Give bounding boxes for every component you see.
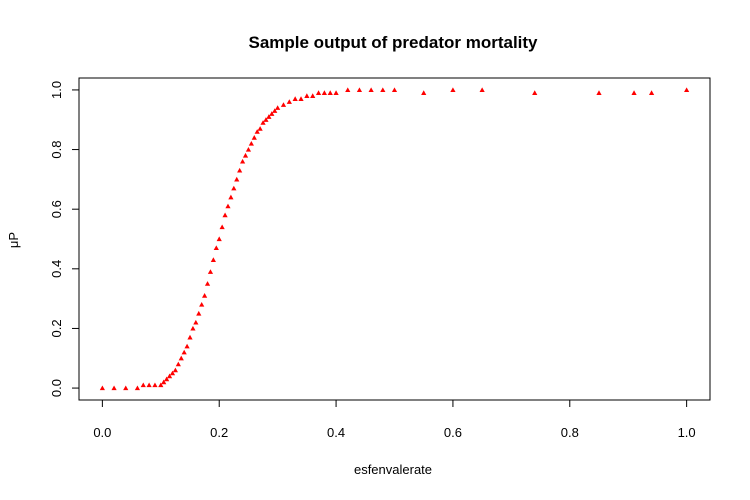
data-point <box>210 257 216 262</box>
data-point <box>234 176 240 182</box>
data-point <box>196 310 202 316</box>
data-point <box>251 135 257 140</box>
data-point <box>245 146 252 152</box>
data-point <box>175 361 181 367</box>
data-point <box>269 111 275 116</box>
data-point <box>648 90 655 95</box>
data-point <box>286 99 292 104</box>
data-point <box>204 281 211 286</box>
x-tick-label: 0.0 <box>93 425 111 440</box>
data-point <box>239 158 246 164</box>
data-point <box>292 96 298 101</box>
data-point <box>161 379 167 385</box>
y-tick-label: 0.2 <box>49 319 64 337</box>
data-point <box>266 114 272 119</box>
data-point <box>231 185 237 191</box>
plot-area <box>78 77 711 401</box>
data-point <box>111 385 117 391</box>
x-tick-label: 0.6 <box>444 425 462 440</box>
data-point <box>152 382 158 388</box>
data-point <box>631 90 637 95</box>
data-point <box>140 382 146 388</box>
x-axis-label: esfenvalerate <box>354 462 432 477</box>
data-point <box>146 382 152 388</box>
data-point <box>260 120 266 125</box>
data-point <box>391 87 398 93</box>
data-point <box>164 376 170 382</box>
data-point <box>321 90 327 95</box>
data-point <box>216 236 222 242</box>
data-point <box>368 87 374 93</box>
data-point <box>280 102 287 107</box>
data-point <box>310 93 316 98</box>
data-point <box>304 93 310 98</box>
data-point <box>134 385 141 391</box>
data-point <box>202 293 208 298</box>
data-point <box>596 90 602 95</box>
data-point <box>184 343 190 349</box>
chart-title: Sample output of predator mortality <box>248 33 538 52</box>
y-tick-label: 1.0 <box>49 81 64 99</box>
data-point <box>172 367 179 373</box>
data-point <box>275 105 281 110</box>
data-point <box>199 301 205 307</box>
data-point <box>450 87 456 93</box>
y-tick-label: 0.4 <box>49 260 64 278</box>
data-point <box>123 385 129 391</box>
data-point <box>272 108 278 113</box>
y-tick-label: 0.6 <box>49 200 64 218</box>
data-point <box>356 87 363 93</box>
data-point <box>169 370 176 376</box>
data-point <box>380 87 386 93</box>
data-point <box>263 117 269 122</box>
data-point <box>421 90 427 95</box>
data-point <box>333 90 339 95</box>
data-point <box>257 126 263 131</box>
data-point <box>166 373 173 379</box>
x-tick-label: 0.2 <box>210 425 228 440</box>
data-point <box>99 385 105 391</box>
data-point <box>479 87 485 93</box>
data-point <box>213 245 219 251</box>
data-point <box>315 90 322 95</box>
data-point <box>187 334 193 340</box>
x-tick-label: 1.0 <box>678 425 696 440</box>
y-tick-label: 0.0 <box>49 379 64 397</box>
data-point <box>345 87 351 93</box>
data-point <box>228 194 234 200</box>
data-point <box>193 319 199 325</box>
data-point <box>222 212 228 218</box>
data-point <box>242 152 249 158</box>
data-point <box>225 203 231 209</box>
data-point <box>327 90 333 95</box>
data-point <box>248 140 254 146</box>
x-axis: 0.0 0.2 0.4 0.6 0.8 1.0 <box>93 399 696 440</box>
data-point <box>237 167 243 173</box>
data-point <box>532 90 538 95</box>
data-point <box>254 129 260 134</box>
data-point <box>219 224 225 230</box>
x-tick-label: 0.4 <box>327 425 345 440</box>
data-point <box>207 269 214 274</box>
data-points <box>99 87 690 391</box>
data-point <box>684 87 690 93</box>
y-axis-label: μP <box>6 232 21 248</box>
y-axis: 0.0 0.2 0.4 0.6 0.8 1.0 <box>49 81 80 397</box>
data-point <box>158 382 164 388</box>
data-point <box>181 349 187 355</box>
y-tick-label: 0.8 <box>49 141 64 159</box>
x-tick-label: 0.8 <box>561 425 579 440</box>
data-point <box>298 96 304 101</box>
data-point <box>178 355 184 361</box>
data-point <box>190 325 196 331</box>
